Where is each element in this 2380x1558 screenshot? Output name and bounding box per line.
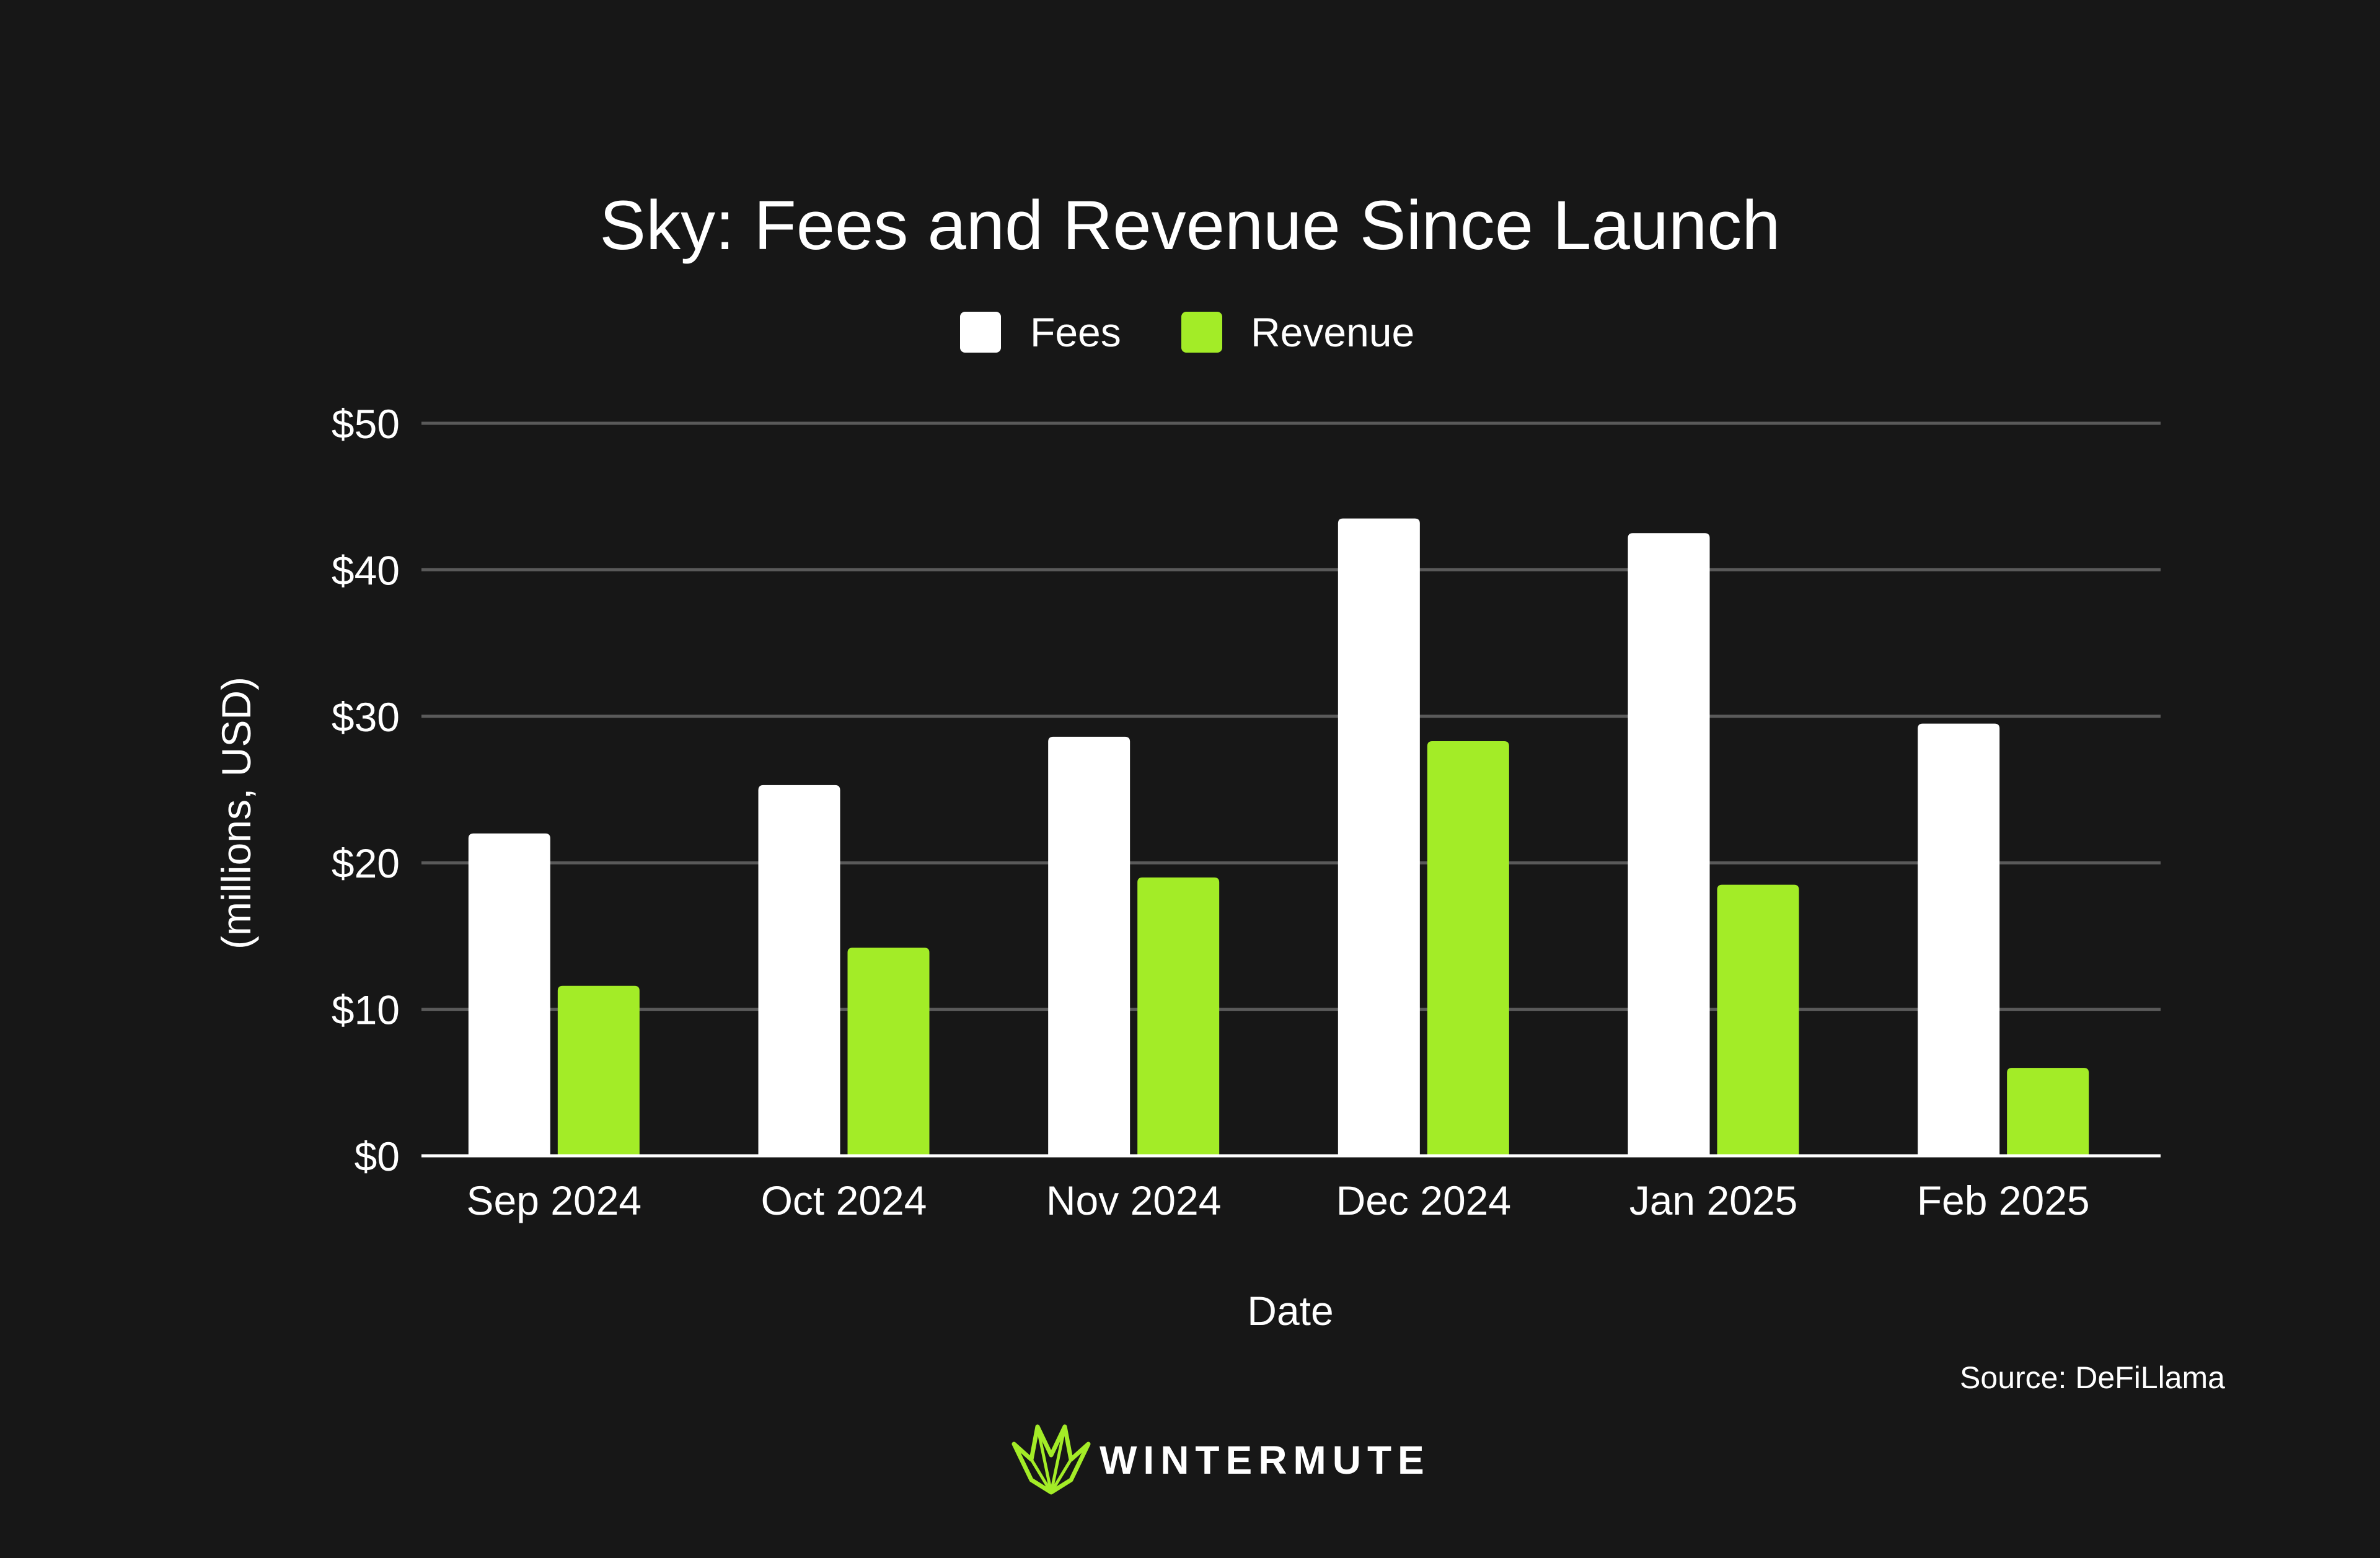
revenue-bar (1137, 877, 1220, 1156)
y-tick-label: $10 (332, 987, 400, 1033)
source-note: Source: DeFiLlama (1960, 1360, 2225, 1395)
y-tick-label: $40 (332, 547, 400, 593)
grid-lines (421, 421, 2161, 1011)
legend-label-revenue: Revenue (1251, 309, 1414, 355)
y-tick-label: $30 (332, 694, 400, 740)
x-tick-label: Sep 2024 (467, 1177, 642, 1223)
revenue-bar (1717, 884, 1799, 1156)
x-tick-label: Dec 2024 (1336, 1177, 1512, 1223)
legend: Fees Revenue (960, 309, 1414, 355)
y-axis-label: (millions, USD) (213, 677, 259, 949)
fees-bar (758, 785, 840, 1156)
fees-bar (1338, 518, 1420, 1156)
y-tick-label: $50 (332, 401, 400, 447)
x-tick-label: Nov 2024 (1046, 1177, 1222, 1223)
brand-logo: WINTERMUTE (1011, 1424, 1430, 1495)
fees-bar (1628, 533, 1710, 1156)
revenue-bar (847, 948, 930, 1156)
y-tick-labels: $0 $10 $20 $30 $40 $50 (332, 401, 400, 1179)
revenue-bar (1427, 741, 1509, 1156)
legend-swatch-revenue (1181, 312, 1222, 353)
y-tick-label: $20 (332, 840, 400, 886)
fees-bar (1918, 723, 2000, 1156)
y-tick-label: $0 (355, 1133, 400, 1179)
x-axis-label: Date (1247, 1288, 1333, 1334)
fees-bar (468, 833, 550, 1156)
revenue-bar (557, 985, 640, 1156)
fees-bar (1048, 736, 1130, 1156)
wintermute-logo-icon (1011, 1424, 1091, 1495)
x-tick-label: Feb 2025 (1917, 1177, 2090, 1223)
legend-swatch-fees (960, 312, 1001, 353)
revenue-bar (2007, 1068, 2089, 1156)
brand-name: WINTERMUTE (1100, 1438, 1430, 1482)
x-tick-label: Oct 2024 (761, 1177, 927, 1223)
x-tick-label: Jan 2025 (1629, 1177, 1798, 1223)
bars (468, 518, 2089, 1156)
chart-title: Sky: Fees and Revenue Since Launch (599, 187, 1780, 264)
legend-label-fees: Fees (1030, 309, 1121, 355)
x-tick-labels: Sep 2024 Oct 2024 Nov 2024 Dec 2024 Jan 2025… (467, 1177, 2090, 1223)
